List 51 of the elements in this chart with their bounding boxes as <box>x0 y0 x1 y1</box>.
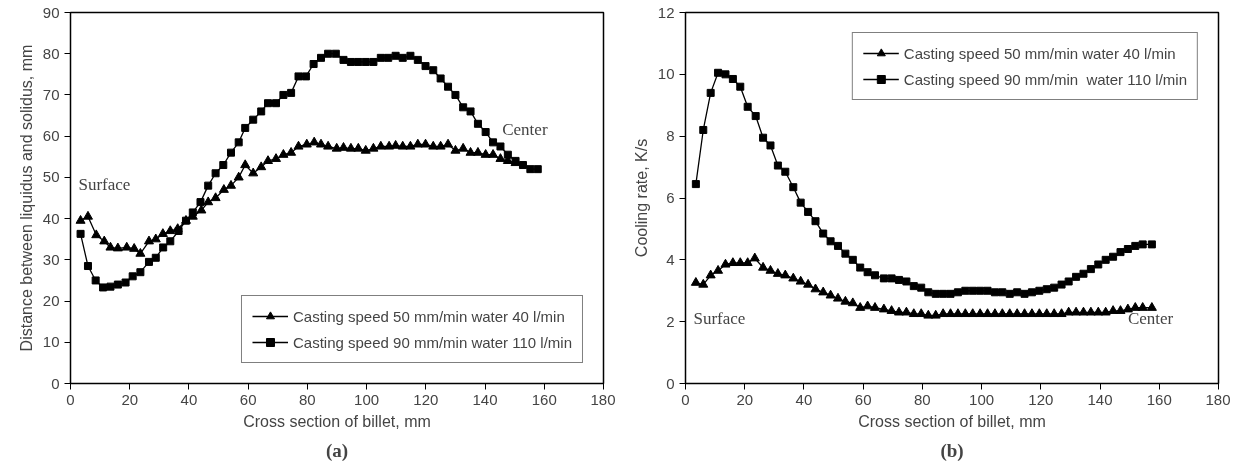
y-axis-title: Cooling rate, K/s <box>632 138 650 258</box>
y-tick-label: 6 <box>666 189 675 206</box>
y-tick-label: 20 <box>42 292 60 310</box>
x-tick-label: 140 <box>472 390 498 408</box>
legend-label: Casting speed 50 mm/min water 40 l/min <box>292 307 565 325</box>
x-tick-label: 0 <box>681 390 690 408</box>
y-tick-label: 10 <box>657 65 675 83</box>
y-tick-label: 12 <box>657 3 675 21</box>
legend-label: Casting speed 50 mm/min water 40 l/min <box>903 44 1176 62</box>
x-tick-label: 180 <box>1205 390 1231 408</box>
text: (b) <box>940 439 964 462</box>
y-tick-label: 2 <box>666 312 675 330</box>
x-tick-label: 160 <box>531 390 557 408</box>
legend-label: Casting speed 90 mm/min water 110 l/min <box>903 70 1187 88</box>
annotation: Surface <box>693 308 746 328</box>
x-tick-label: 120 <box>1028 390 1054 408</box>
y-tick-label: 70 <box>42 85 60 103</box>
x-tick-label: 0 <box>66 390 75 408</box>
y-tick-label: 0 <box>51 374 60 392</box>
x-tick-label: 60 <box>239 390 257 408</box>
x-tick-label: 180 <box>590 390 616 408</box>
x-tick-label: 20 <box>736 390 754 408</box>
annotation: Center <box>502 119 548 139</box>
x-tick-label: 100 <box>354 390 380 408</box>
x-tick-label: 80 <box>914 390 931 408</box>
y-tick-label: 40 <box>42 209 60 227</box>
x-tick-label: 20 <box>121 390 139 408</box>
x-tick-label: 60 <box>854 390 872 408</box>
y-tick-label: 4 <box>666 250 675 268</box>
y-tick-label: 30 <box>42 250 60 268</box>
y-tick-label: 50 <box>42 168 60 186</box>
y-axis-title: Distance between liquidus and solidus, mm <box>17 44 35 352</box>
y-tick-label: 60 <box>42 127 60 145</box>
y-tick-label: 10 <box>42 333 60 351</box>
text: (a) <box>325 439 349 462</box>
x-tick-label: 140 <box>1087 390 1113 408</box>
y-tick-label: 80 <box>42 44 60 62</box>
y-tick-label: 90 <box>42 3 60 21</box>
x-axis-title: Cross section of billet, mm <box>243 412 431 430</box>
x-tick-label: 100 <box>969 390 995 408</box>
x-tick-label: 40 <box>180 390 198 408</box>
y-tick-label: 8 <box>666 127 675 145</box>
x-axis-title: Cross section of billet, mm <box>858 412 1046 430</box>
x-tick-label: 40 <box>795 390 813 408</box>
x-tick-label: 80 <box>299 390 316 408</box>
annotation: Center <box>1127 308 1174 328</box>
x-tick-label: 120 <box>413 390 439 408</box>
annotation: Surface <box>78 175 131 195</box>
x-tick-label: 160 <box>1146 390 1172 408</box>
legend-label: Casting speed 90 mm/min water 110 l/min <box>292 333 572 351</box>
y-tick-label: 0 <box>666 374 675 392</box>
